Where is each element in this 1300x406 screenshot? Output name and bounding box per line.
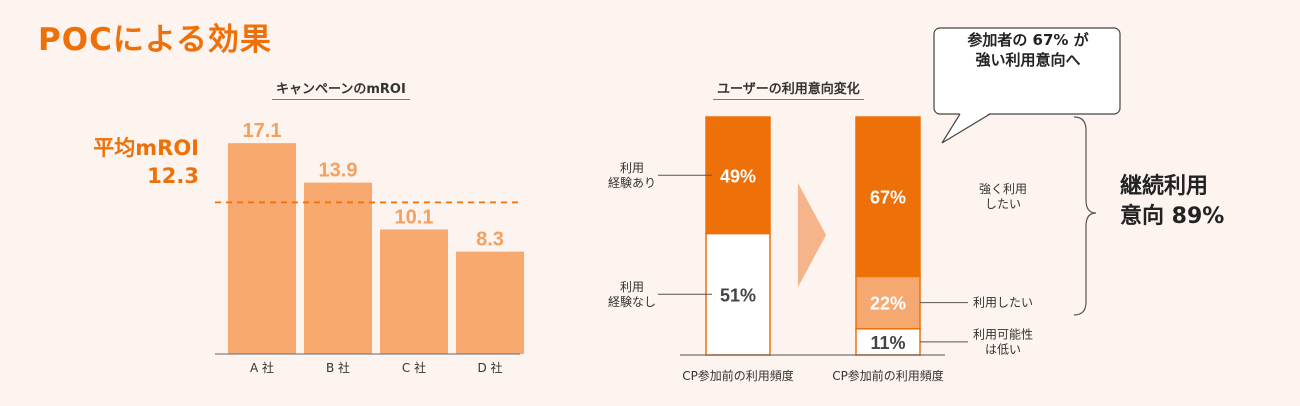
roi-category-label: A 社 (250, 360, 274, 375)
roi-value-label: 13.9 (319, 160, 358, 182)
callout-line1: 参加者の 67% が (967, 31, 1089, 49)
segment-side-label: 利用したい (973, 296, 1033, 310)
total-brace (1073, 116, 1097, 316)
segment-side-label: 強く利用 (979, 182, 1027, 196)
roi-bar-chart: 17.1 A 社 13.9 B 社 10.1 C 社 8.3 D 社 (215, 120, 524, 375)
intent-segment (705, 116, 771, 235)
intent-segment-value: 22% (870, 294, 906, 314)
total-intent: 継続利用 意向 89% (1120, 172, 1224, 232)
total-line2: 意向 89% (1120, 204, 1225, 229)
intent-segment (855, 116, 921, 278)
segment-side-label: 利用可能性 (973, 327, 1033, 341)
roi-category-label: C 社 (402, 360, 426, 375)
intent-segment-value: 49% (720, 166, 756, 186)
roi-bar (304, 182, 372, 354)
roi-value-label: 17.1 (243, 120, 282, 142)
callout-line2: 強い利用意向へ (975, 51, 1081, 69)
roi-bar (380, 229, 448, 354)
segment-side-label: 利用 (620, 280, 644, 294)
segment-side-label: 経験あり (608, 175, 656, 190)
roi-bar (228, 143, 296, 354)
intent-chart-heading: ユーザーの利用意向変化 (713, 78, 864, 100)
intent-segment (705, 232, 771, 356)
intent-segment-value: 67% (870, 188, 906, 208)
segment-side-label: 経験なし (608, 294, 656, 309)
page-title: POCによる効果 (38, 22, 272, 58)
roi-bar (456, 251, 524, 354)
intent-category-label: CP参加前の利用頻度 (832, 368, 944, 383)
total-line1: 継続利用 (1120, 174, 1209, 199)
intent-segment-value: 11% (870, 333, 905, 353)
segment-side-label: したい (985, 197, 1021, 211)
callout-bubble (933, 27, 1121, 144)
intent-segment-value: 51% (720, 285, 756, 305)
segment-side-label: は低い (985, 342, 1021, 356)
roi-category-label: D 社 (477, 360, 502, 375)
callout-text: 参加者の 67% が 強い利用意向へ (940, 30, 1116, 70)
intent-category-label: CP参加前の利用頻度 (682, 368, 794, 383)
transition-arrow-icon (798, 183, 826, 287)
average-mroi-label: 平均mROI (93, 136, 199, 160)
roi-category-label: B 社 (326, 360, 350, 375)
segment-side-label: 利用 (620, 161, 644, 175)
average-mroi-value: 12.3 (147, 164, 199, 188)
roi-value-label: 10.1 (395, 206, 434, 228)
roi-chart-heading: キャンペーンのmROI (272, 78, 410, 100)
roi-value-label: 8.3 (476, 229, 504, 251)
intent-segment (855, 275, 921, 330)
